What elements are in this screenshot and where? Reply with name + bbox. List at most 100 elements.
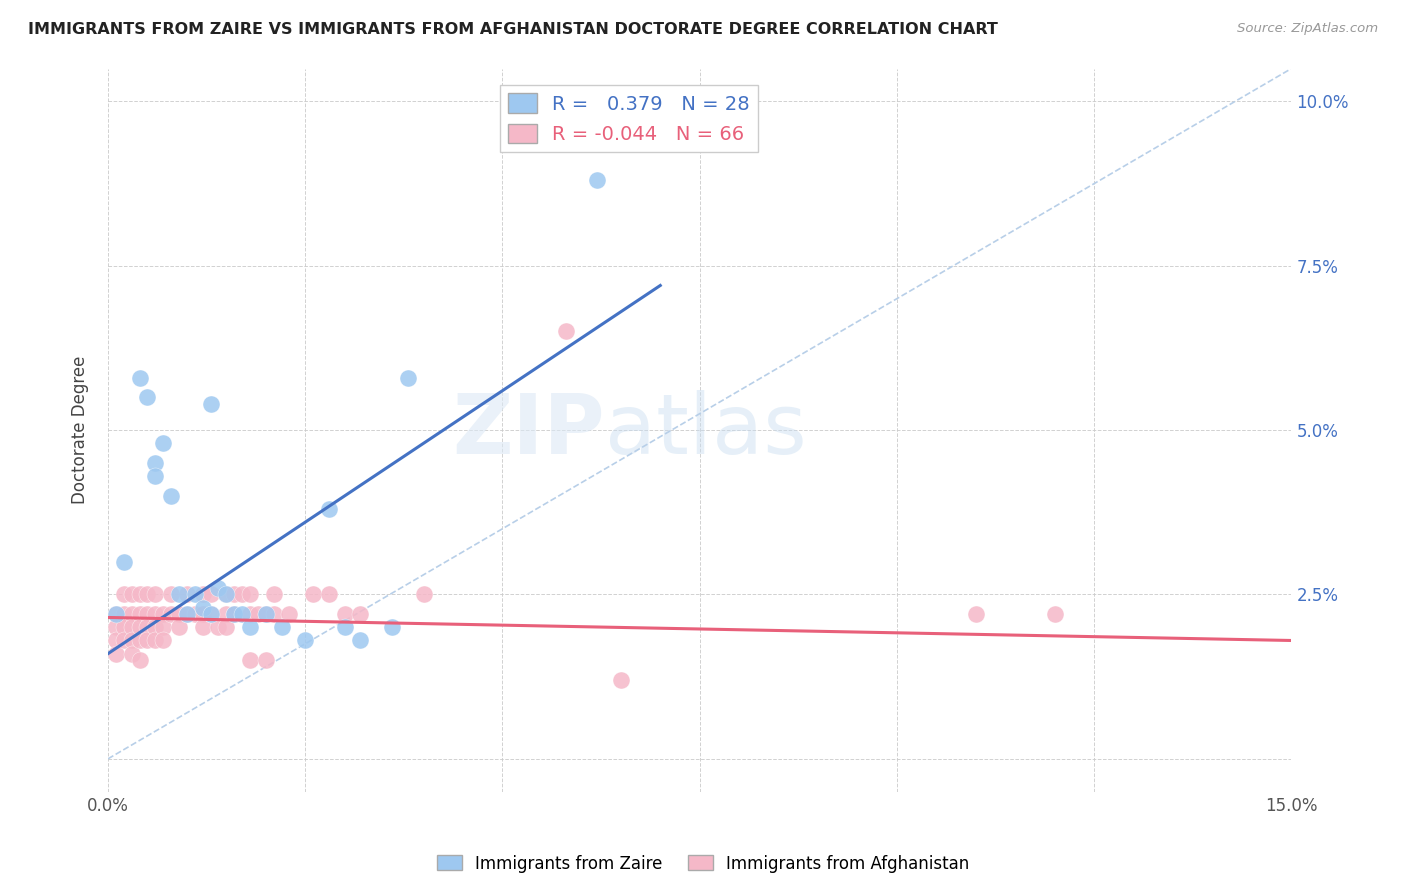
Point [200,607,222,622]
Point [143,587,166,601]
Point [176,607,198,622]
Point [104,607,127,622]
Point [136,607,159,622]
Point [121,633,143,648]
Point [104,620,127,634]
Point [167,607,190,622]
Legend: Immigrants from Zaire, Immigrants from Afghanistan: Immigrants from Zaire, Immigrants from A… [430,848,976,880]
Text: ZIP: ZIP [453,390,605,471]
Point [112,607,135,622]
Point [333,620,356,634]
Point [239,620,262,634]
Point [152,607,174,622]
Point [207,620,229,634]
Point [302,587,325,601]
Point [152,620,174,634]
Point [270,620,292,634]
Legend: R =   0.379   N = 28, R = -0.044   N = 66: R = 0.379 N = 28, R = -0.044 N = 66 [499,86,758,152]
Point [254,607,277,622]
Point [349,633,371,648]
Point [263,587,285,601]
Point [136,587,159,601]
Point [239,587,262,601]
Point [254,653,277,667]
Point [128,587,150,601]
Point [200,587,222,601]
Point [278,607,301,622]
Point [152,436,174,450]
Point [224,587,246,601]
Point [128,653,150,667]
Point [152,633,174,648]
Point [160,607,183,622]
Point [215,587,238,601]
Point [239,653,262,667]
Text: Source: ZipAtlas.com: Source: ZipAtlas.com [1237,22,1378,36]
Point [381,620,404,634]
Point [136,633,159,648]
Point [104,607,127,622]
Point [191,587,214,601]
Point [128,370,150,384]
Point [167,587,190,601]
Point [143,633,166,648]
Point [215,607,238,622]
Point [215,620,238,634]
Point [333,607,356,622]
Point [184,587,207,601]
Point [412,587,434,601]
Point [121,620,143,634]
Point [160,489,183,503]
Point [176,587,198,601]
Point [349,607,371,622]
Point [191,607,214,622]
Point [143,620,166,634]
Point [554,325,576,339]
Point [184,607,207,622]
Point [254,607,277,622]
Point [215,587,238,601]
Point [207,581,229,595]
Point [104,647,127,661]
Point [224,607,246,622]
Point [965,607,987,622]
Text: IMMIGRANTS FROM ZAIRE VS IMMIGRANTS FROM AFGHANISTAN DOCTORATE DEGREE CORRELATIO: IMMIGRANTS FROM ZAIRE VS IMMIGRANTS FROM… [28,22,998,37]
Point [143,456,166,470]
Point [239,607,262,622]
Point [224,607,246,622]
Point [136,390,159,404]
Point [167,620,190,634]
Point [1043,607,1066,622]
Point [246,607,269,622]
Point [610,673,633,687]
Point [318,587,340,601]
Point [200,397,222,411]
Point [231,607,253,622]
Point [143,469,166,483]
Y-axis label: Doctorate Degree: Doctorate Degree [72,356,89,504]
Text: atlas: atlas [605,390,807,471]
Point [191,620,214,634]
Point [160,587,183,601]
Point [176,607,198,622]
Point [128,620,150,634]
Point [318,502,340,516]
Point [128,607,150,622]
Point [294,633,316,648]
Point [263,607,285,622]
Point [191,600,214,615]
Point [112,587,135,601]
Point [586,173,609,187]
Point [128,633,150,648]
Point [396,370,419,384]
Point [143,607,166,622]
Point [104,633,127,648]
Point [112,620,135,634]
Point [231,587,253,601]
Point [136,620,159,634]
Point [121,607,143,622]
Point [121,647,143,661]
Point [112,555,135,569]
Point [112,633,135,648]
Point [121,587,143,601]
